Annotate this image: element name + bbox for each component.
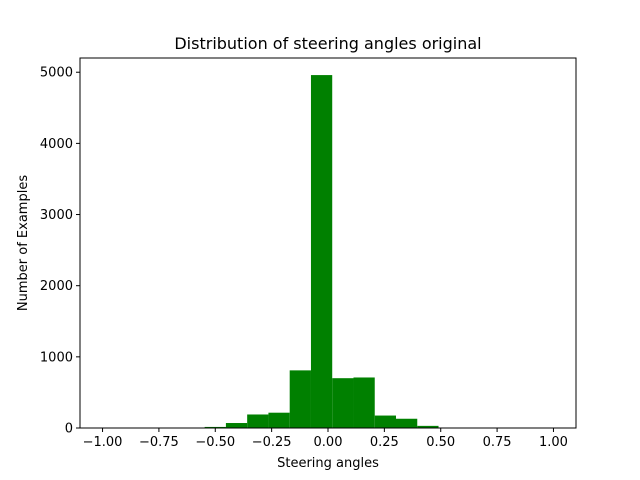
y-tick-label: 2000 [40, 279, 73, 294]
x-axis-ticks: −1.00 −0.75 −0.50 −0.25 0.00 0.25 0.50 0.75 1.00 [83, 428, 568, 450]
histogram-bar-5 [310, 75, 333, 428]
histogram-bar-3 [268, 412, 290, 428]
histogram-bar-0 [204, 426, 226, 428]
x-tick-label: −1.00 [83, 435, 123, 450]
y-tick-label: 4000 [40, 137, 73, 152]
histogram-bar-7 [353, 377, 375, 428]
y-tick-label: 5000 [40, 66, 73, 81]
x-tick-label: 1.00 [539, 435, 568, 450]
y-tick-label: 1000 [40, 350, 73, 365]
x-tick-label: 0.00 [314, 435, 343, 450]
histogram-bar-6 [332, 378, 354, 428]
histogram-bar-10 [417, 425, 439, 428]
y-axis-label: Number of Examples [16, 175, 31, 311]
histogram-bar-8 [374, 415, 396, 428]
histogram-bar-9 [396, 418, 418, 428]
x-tick-label: −0.25 [252, 435, 292, 450]
y-axis-ticks: 0 1000 2000 3000 4000 5000 [40, 66, 80, 437]
x-tick-label: −0.50 [195, 435, 235, 450]
x-tick-label: 0.50 [426, 435, 455, 450]
histogram-bar-1 [225, 423, 248, 428]
y-tick-label: 0 [65, 422, 73, 437]
x-axis-label: Steering angles [277, 456, 379, 471]
histogram-bar-4 [289, 370, 311, 428]
chart-title: Distribution of steering angles original [174, 34, 481, 53]
bars-group [204, 75, 439, 428]
x-tick-label: −0.75 [139, 435, 179, 450]
x-tick-label: 0.75 [483, 435, 512, 450]
x-tick-label: 0.25 [370, 435, 399, 450]
y-tick-label: 3000 [40, 208, 73, 223]
histogram-bar-2 [247, 414, 269, 428]
